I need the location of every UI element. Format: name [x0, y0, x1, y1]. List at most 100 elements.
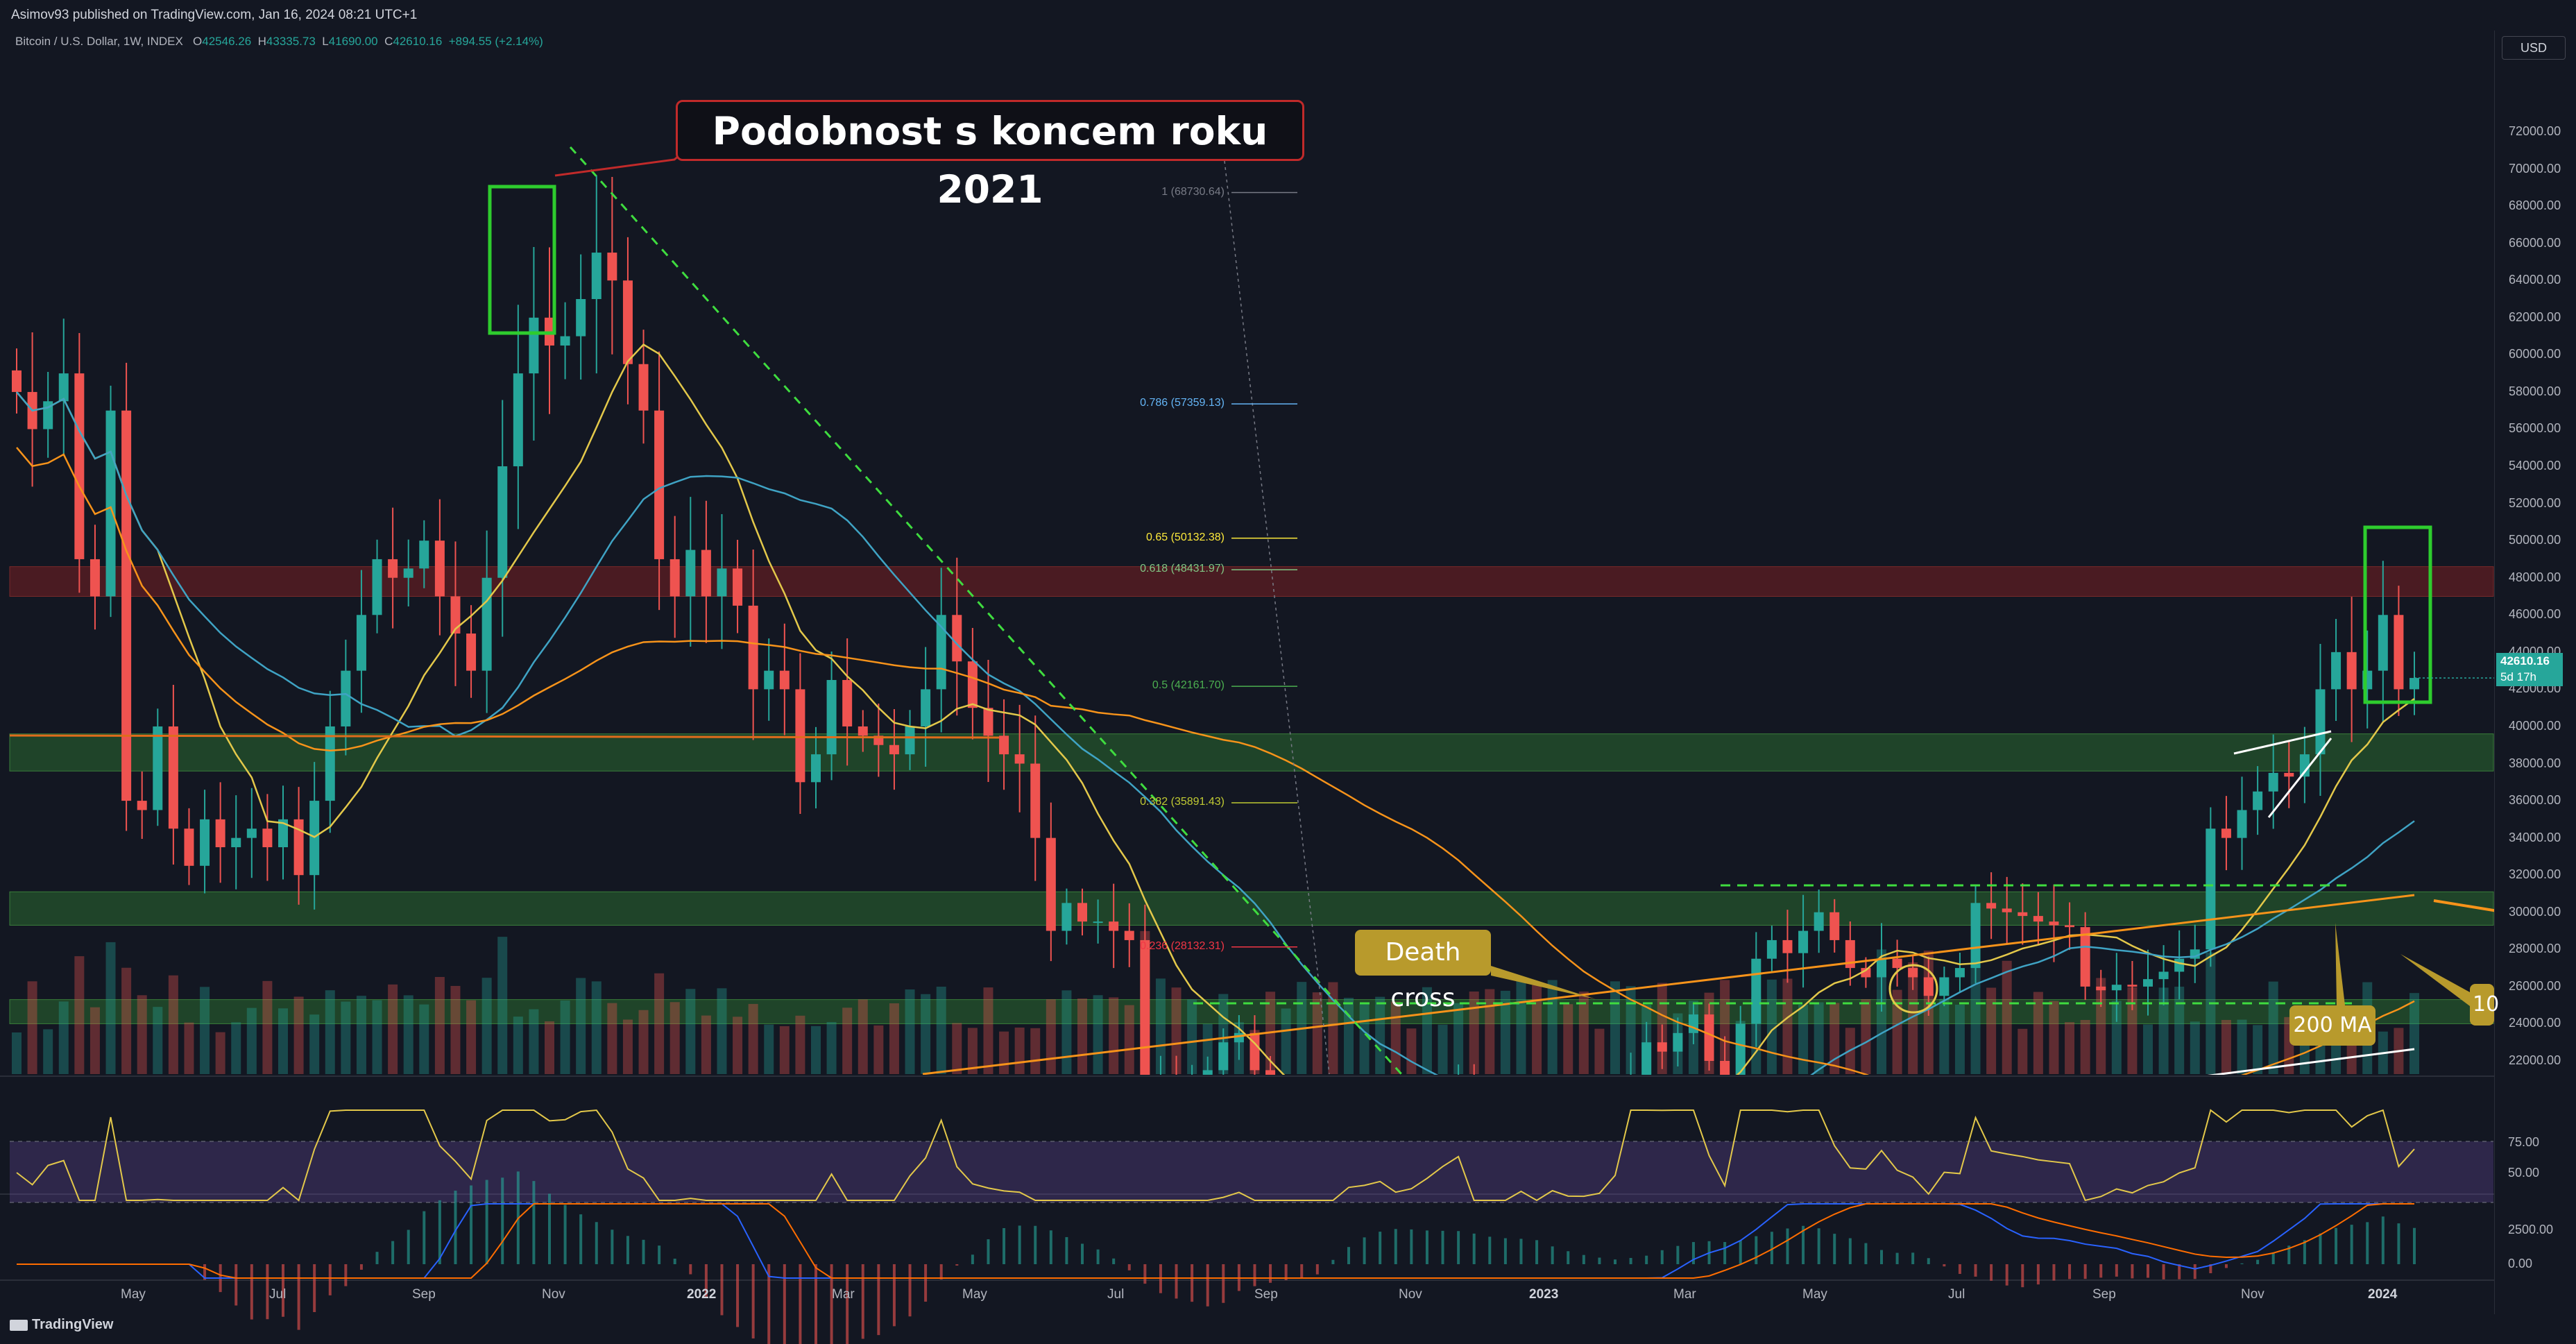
high-value: 43335.73	[266, 35, 316, 48]
tradingview-logo[interactable]: TradingView	[10, 1317, 113, 1333]
candle-body	[2174, 958, 2185, 972]
price-tick-label: 46000.00	[2509, 607, 2561, 622]
volume-bar	[1939, 998, 1950, 1074]
candle-body	[842, 680, 853, 726]
candle-body	[1313, 1098, 1322, 1109]
candle-body	[889, 745, 899, 755]
volume-bar	[576, 978, 586, 1074]
candle-body	[1109, 921, 1119, 931]
date-tick-label: Sep	[412, 1287, 436, 1302]
candle-body	[1688, 1014, 1698, 1033]
volume-bar	[497, 937, 508, 1074]
candle-body	[701, 550, 711, 597]
candle-body	[1970, 903, 1981, 969]
volume-bar	[842, 1007, 853, 1074]
candle-body	[1986, 903, 1997, 909]
volume-bar	[1093, 995, 1103, 1074]
oscillator-tick-label: 50.00	[2508, 1166, 2540, 1180]
last-price: 42610.16	[2500, 654, 2550, 667]
candle-body	[952, 615, 962, 662]
logo-icon	[10, 1319, 28, 1331]
volume-bar	[1030, 1028, 1041, 1074]
cut-callout[interactable]: 10	[2470, 984, 2499, 1026]
volume-bar	[2049, 1001, 2059, 1074]
volume-bar	[1109, 997, 1119, 1074]
ma200-line	[16, 447, 2415, 1075]
candle-body	[1877, 958, 1886, 978]
candle-body	[1908, 968, 1918, 978]
wedge-lower	[2267, 738, 2332, 818]
price-tick-label: 32000.00	[2509, 867, 2561, 882]
volume-bar	[2065, 1022, 2075, 1074]
ma200-callout[interactable]: 200 MA	[2289, 1005, 2375, 1046]
date-tick-label: Jul	[1948, 1287, 1965, 1302]
candle-body	[1954, 968, 1965, 978]
volume-bar	[89, 1007, 100, 1074]
volume-bar	[137, 995, 147, 1074]
sr-zone	[9, 891, 2494, 926]
candle-body	[1187, 1080, 1197, 1089]
candle-body	[2143, 979, 2153, 987]
candle-body	[2299, 754, 2310, 777]
volume-bar	[811, 1026, 821, 1074]
candle-body	[1422, 1107, 1432, 1113]
volume-bar	[952, 1023, 962, 1074]
candle-body	[121, 410, 132, 801]
volume-bar	[2190, 1021, 2200, 1074]
candle-body	[341, 670, 351, 726]
price-tick-label: 26000.00	[2509, 978, 2561, 993]
candle-body	[2409, 678, 2419, 690]
candle-body	[1061, 903, 1072, 931]
candle-body	[529, 317, 539, 374]
volume-bar	[2253, 1025, 2263, 1074]
candle-body	[764, 670, 774, 690]
price-tick-label: 36000.00	[2509, 793, 2561, 808]
candle-body	[1124, 930, 1134, 940]
volume-bar	[999, 1031, 1009, 1074]
annotation-title[interactable]: Podobnost s koncem roku 2021	[676, 100, 1304, 212]
volume-bar	[779, 1026, 790, 1074]
date-tick-label: Sep	[2092, 1287, 2116, 1302]
volume-bar	[1155, 978, 1166, 1074]
candle-body	[983, 708, 993, 736]
rsi-line	[16, 1109, 2415, 1202]
volume-bar	[638, 1010, 649, 1074]
currency-selector[interactable]: USD	[2502, 36, 2566, 60]
volume-bar	[1829, 1003, 1840, 1074]
volume-bar	[2018, 1028, 2028, 1074]
symbol-legend[interactable]: Bitcoin / U.S. Dollar, 1W, INDEX O42546.…	[15, 35, 543, 49]
candle-body	[200, 819, 210, 866]
volume-bar	[1798, 1004, 1809, 1074]
candle-body	[779, 670, 790, 690]
candle-body	[1391, 1104, 1401, 1112]
candle-body	[638, 364, 649, 411]
date-tick-label: 2024	[2368, 1287, 2398, 1302]
volume-bar	[2409, 993, 2419, 1074]
candle-body	[2080, 927, 2090, 987]
candle-body	[89, 559, 100, 597]
volume-bar	[1954, 1004, 1965, 1074]
volume-bar	[2268, 981, 2278, 1074]
candle-body	[497, 466, 508, 578]
price-tick-label: 70000.00	[2509, 161, 2561, 176]
volume-bar	[1782, 978, 1793, 1074]
volume-bar	[388, 984, 398, 1074]
volume-bar	[419, 1004, 429, 1074]
volume-bar	[74, 956, 85, 1074]
volume-bar	[27, 981, 37, 1074]
volume-bar	[1892, 989, 1902, 1074]
price-tick-label: 40000.00	[2509, 718, 2561, 733]
fib-level-label: 0.382 (35891.43)	[1140, 795, 1225, 808]
volume-bar	[983, 987, 993, 1074]
cut-arrow-line	[2433, 899, 2494, 912]
price-tick-label: 48000.00	[2509, 570, 2561, 584]
price-tick-label: 28000.00	[2509, 942, 2561, 956]
volume-bar	[200, 987, 210, 1074]
price-tick-label: 30000.00	[2509, 904, 2561, 919]
candle-body	[2158, 971, 2169, 980]
volume-bar	[1312, 992, 1322, 1074]
death-cross-callout[interactable]: Death cross	[1355, 930, 1491, 1012]
candle-body	[2394, 615, 2404, 690]
candle-body	[356, 615, 366, 671]
